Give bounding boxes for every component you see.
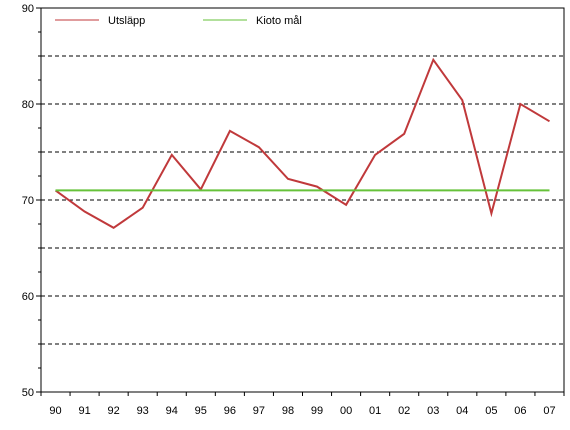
y-tick-label: 50 [22,387,34,399]
legend-label: Kioto mål [256,15,302,27]
series-line-0 [54,57,551,229]
x-tick-label: 92 [108,405,120,417]
x-tick-label: 97 [253,405,265,417]
legend-label: Utsläpp [108,15,145,27]
x-tick-label: 91 [78,405,90,417]
x-tick-label: 06 [514,405,526,417]
x-tick-label: 96 [224,405,236,417]
x-tick-label: 07 [543,405,555,417]
x-tick-label: 95 [195,405,207,417]
x-tick-label: 00 [340,405,352,417]
grid-lines [41,55,564,345]
x-tick-label: 02 [398,405,410,417]
x-tick-label: 99 [311,405,323,417]
y-tick-label: 80 [22,99,34,111]
legend: Utsläpp Kioto mål [55,15,302,27]
x-tick-label: 90 [49,405,61,417]
x-tick-label: 01 [369,405,381,417]
y-tick-labels: 50 60 70 80 90 [22,3,34,399]
x-tick-label: 94 [166,405,178,417]
x-tick-label: 93 [137,405,149,417]
y-tick-label: 90 [22,3,34,15]
x-tick-label: 03 [427,405,439,417]
y-tick-label: 60 [22,291,34,303]
x-tick-label: 98 [282,405,294,417]
x-tick-label: 05 [485,405,497,417]
series-lines [54,57,551,229]
y-tick-label: 70 [22,195,34,207]
x-tick-labels: 90 91 92 93 94 95 96 97 98 99 00 01 02 03 04 05 06 07 [49,405,555,417]
x-tick-label: 04 [456,405,468,417]
axes [36,7,565,396]
